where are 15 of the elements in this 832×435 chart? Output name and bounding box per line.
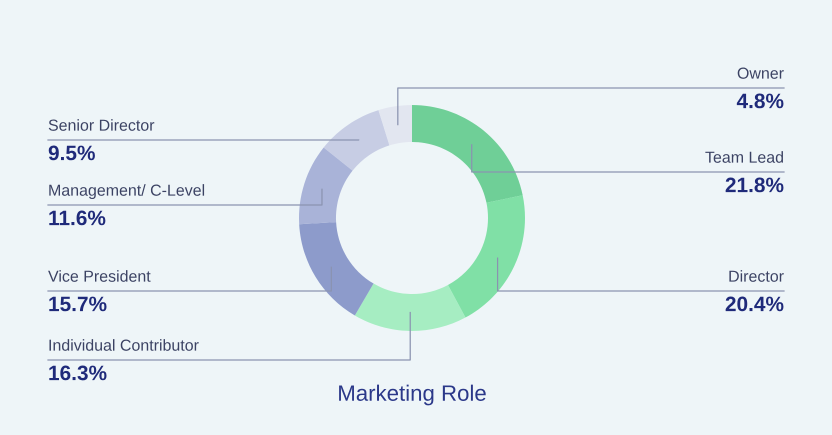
text: Marketing Role: [339, 384, 486, 406]
data-label: 9.5%: [48, 146, 95, 160]
data-label: 20.4%: [726, 296, 784, 312]
slice-label: Vice President: [48, 270, 151, 282]
slice-label: Director: [729, 270, 784, 282]
data-label: 21.8%: [726, 178, 784, 192]
data-label: 4.8%: [736, 94, 784, 108]
data-label: 11.6%: [49, 210, 106, 226]
slice-label: Management/ C-Level: [49, 184, 204, 199]
slice-label: Team Lead: [705, 151, 783, 163]
slice-label: Senior Director: [48, 119, 154, 131]
data-label: 15.7%: [49, 296, 107, 312]
data-label: 16.3%: [49, 366, 107, 380]
slice-label: Owner: [738, 68, 784, 79]
slice-label: Individual Contributor: [49, 339, 199, 351]
